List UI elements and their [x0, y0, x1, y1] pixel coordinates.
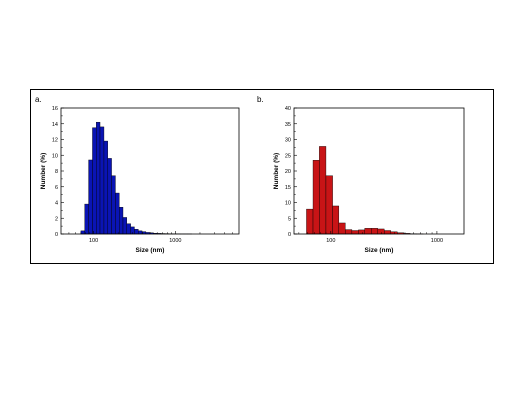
y-tick-label-a: 0 — [55, 232, 58, 238]
x-tick-label-a: 100 — [89, 238, 98, 244]
y-tick-label-b: 20 — [285, 169, 291, 175]
histogram-bar-a — [103, 140, 108, 235]
histogram-bar-a — [134, 229, 139, 235]
x-axis-title-a: Size (nm) — [136, 247, 165, 254]
histogram-bar-a — [99, 126, 105, 235]
histogram-bar-a — [119, 207, 124, 235]
histogram-bar-a — [92, 127, 97, 235]
histogram-bar-a — [126, 223, 131, 235]
y-axis-title-b: Number (%) — [273, 153, 280, 189]
histogram-bar-a — [96, 121, 101, 235]
histogram-bar-b — [325, 175, 333, 235]
histogram-bar-a — [84, 203, 89, 235]
histogram-bar-a — [122, 217, 128, 235]
histogram-bar-b — [358, 229, 365, 235]
x-tick-label-b: 100 — [326, 238, 335, 244]
y-tick-label-a: 10 — [52, 153, 58, 159]
panel-label-b: b. — [257, 95, 264, 104]
histogram-bar-a — [115, 192, 120, 235]
histogram-bar-b — [377, 228, 385, 235]
histogram-bar-b — [332, 205, 340, 235]
histogram-bar-b — [306, 208, 314, 235]
y-axis-title-a: Number (%) — [40, 153, 47, 189]
x-tick-label-b: 1000 — [431, 238, 443, 244]
histogram-bar-b — [338, 222, 346, 235]
y-tick-label-a: 6 — [55, 185, 58, 191]
histogram-bar-a — [107, 158, 112, 235]
x-tick-label-a: 1000 — [169, 238, 181, 244]
y-tick-label-b: 10 — [285, 201, 291, 207]
histogram-bar-a — [111, 175, 116, 235]
histogram-bar-b — [345, 229, 353, 235]
histogram-bar-a — [80, 230, 85, 235]
y-tick-label-b: 25 — [285, 153, 291, 159]
figure-frame: a. b. 0 2 4 6 8 10 12 14 16 100 1000 Size (nm) Numbe… — [30, 89, 494, 264]
y-tick-label-b: 40 — [285, 106, 291, 112]
histogram-bar-a — [88, 159, 93, 235]
histogram-bar-b — [351, 230, 359, 235]
histogram-bar-b — [364, 228, 372, 235]
x-axis-title-b: Size (nm) — [365, 247, 394, 254]
histogram-bar-a — [138, 230, 143, 235]
panel-label-a: a. — [35, 95, 42, 104]
histogram-bar-b — [371, 228, 378, 235]
histogram-bar-b — [384, 230, 391, 235]
y-tick-label-a: 12 — [52, 138, 58, 144]
y-tick-label-a: 4 — [55, 201, 58, 207]
y-tick-label-b: 15 — [285, 185, 291, 191]
y-tick-label-b: 0 — [288, 232, 291, 238]
histogram-bar-b — [319, 146, 327, 235]
histogram-figure: 0 2 4 6 8 10 12 14 16 100 1000 Size (nm) Number (%) 0… — [40, 106, 465, 254]
histogram-bar-b — [312, 160, 320, 235]
y-tick-label-a: 16 — [52, 106, 58, 112]
y-tick-label-a: 8 — [55, 169, 58, 175]
y-tick-label-a: 2 — [55, 216, 58, 222]
y-tick-label-b: 35 — [285, 122, 291, 128]
y-tick-label-a: 14 — [52, 122, 58, 128]
y-tick-label-b: 30 — [285, 138, 291, 144]
y-tick-label-b: 5 — [288, 216, 291, 222]
